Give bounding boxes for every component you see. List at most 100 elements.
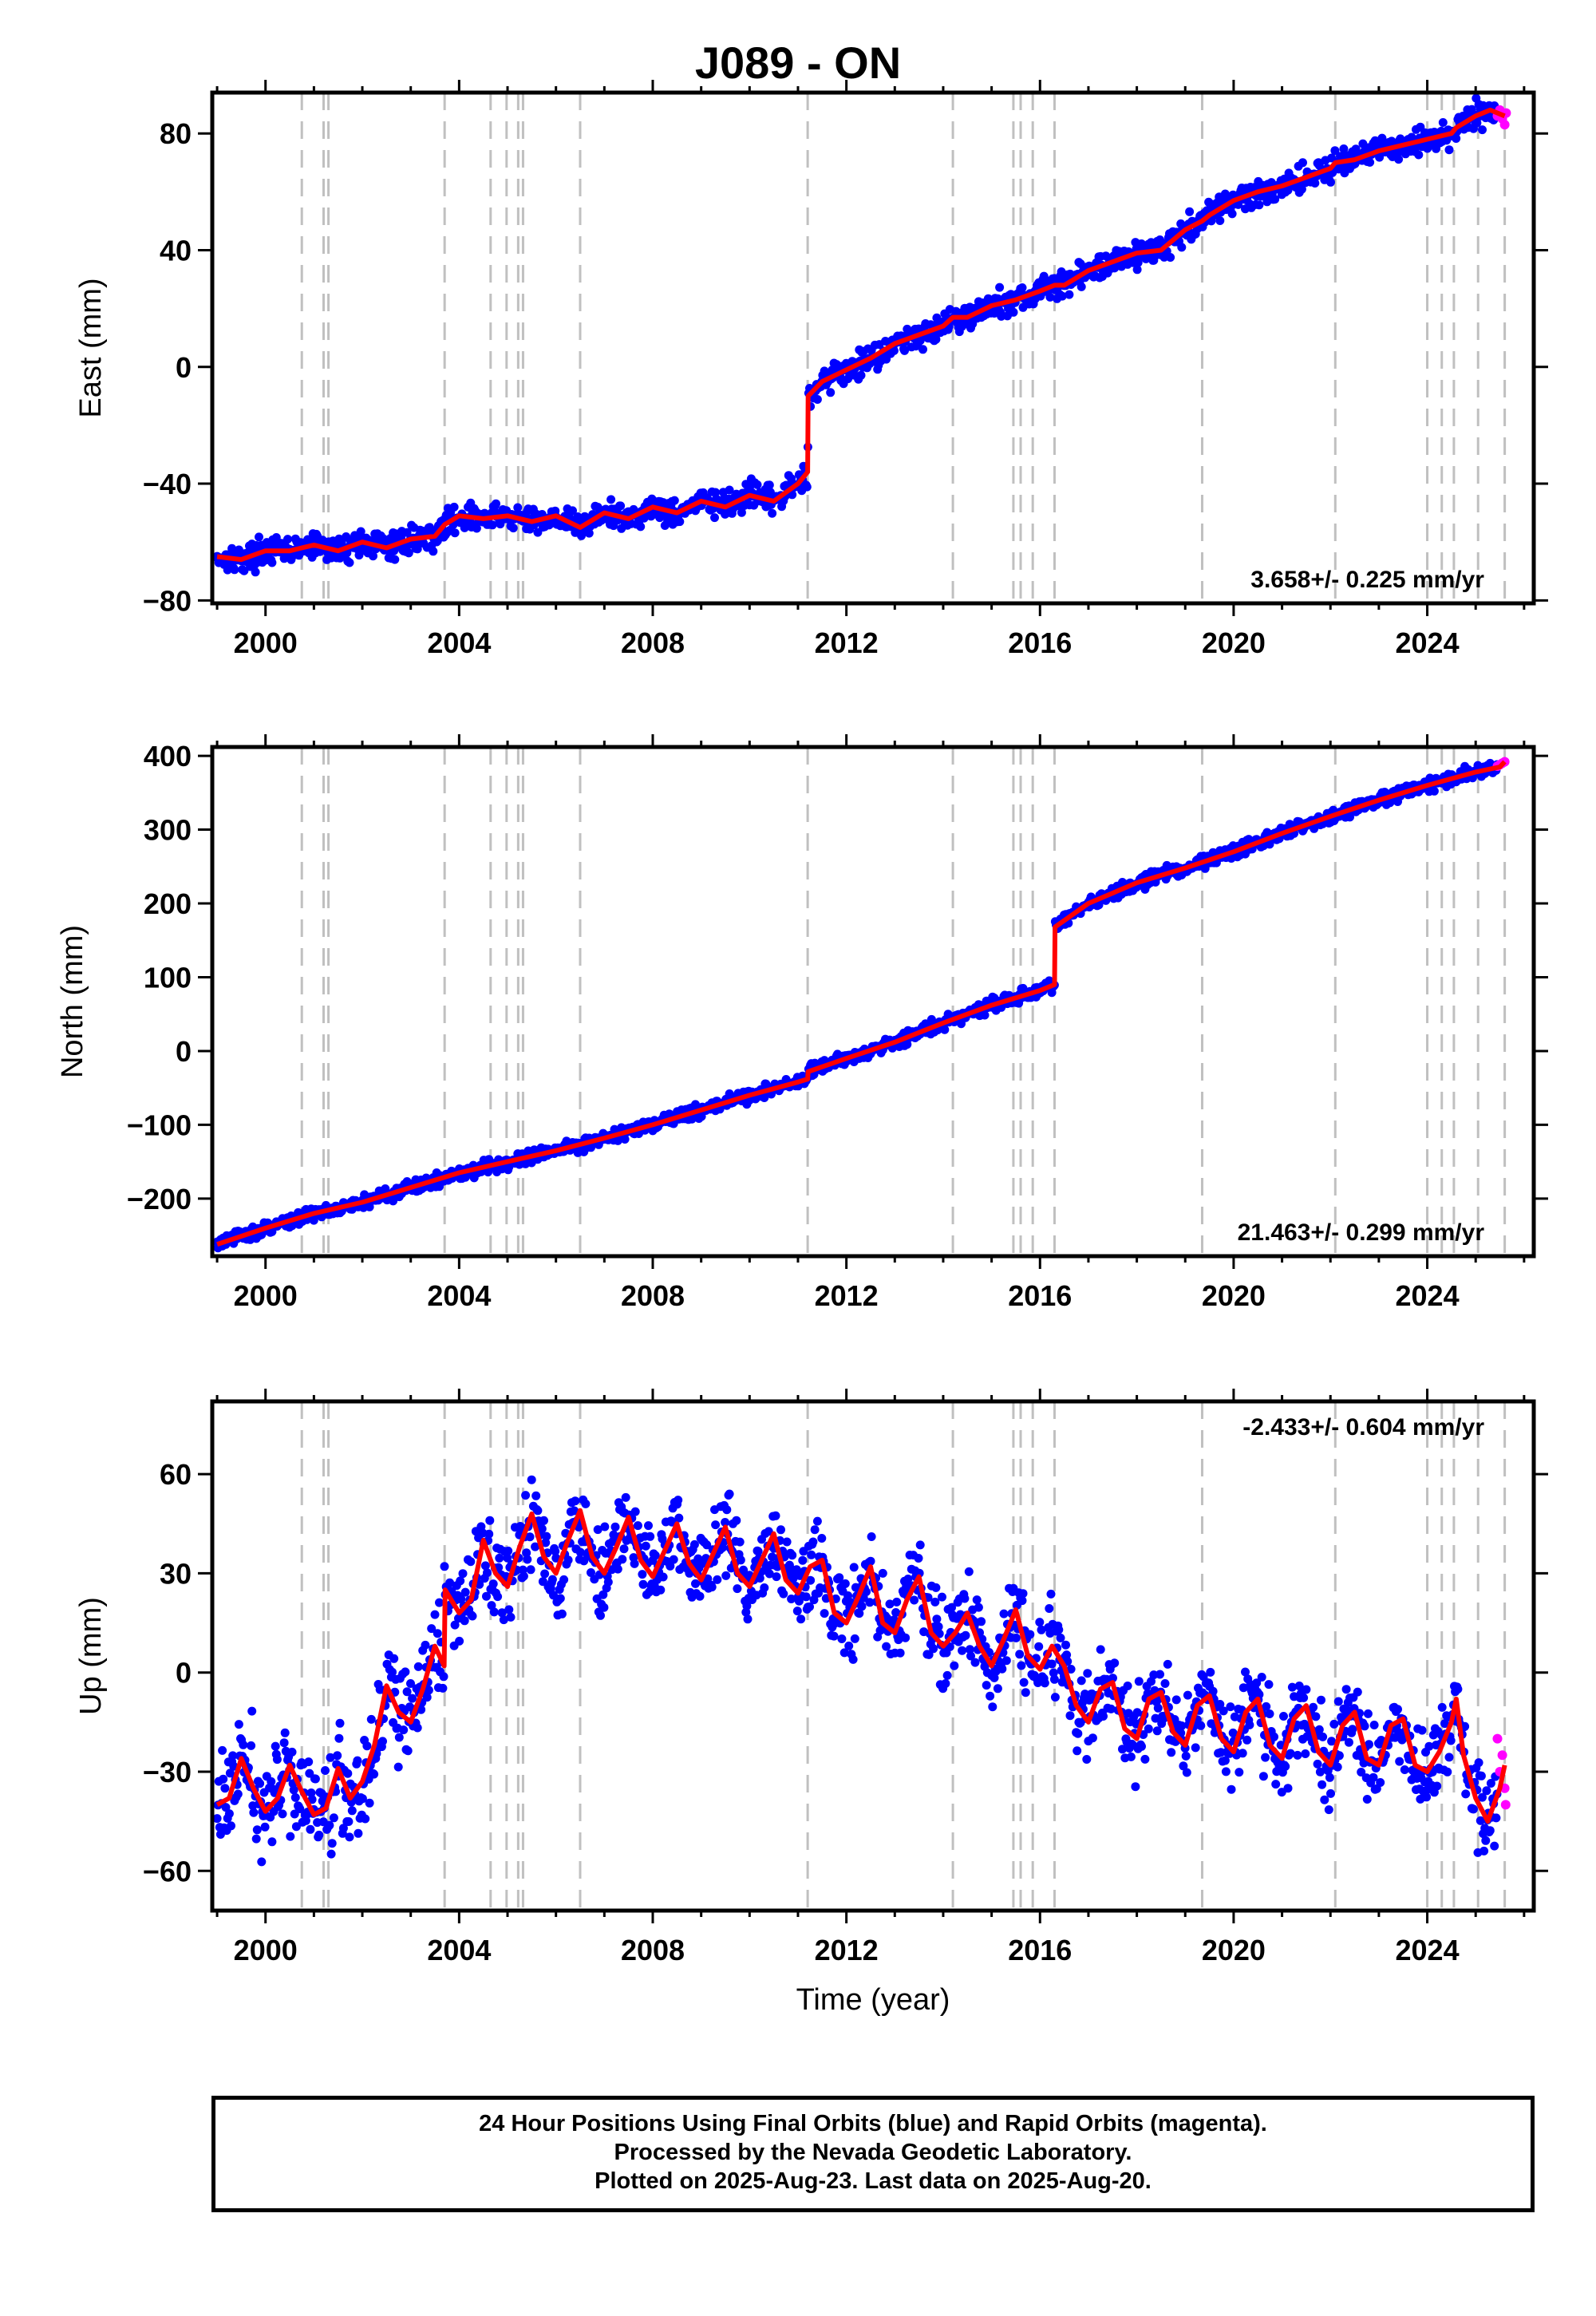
data-point: [581, 1499, 591, 1508]
data-point: [389, 1654, 399, 1663]
data-point: [885, 1599, 895, 1609]
data-point: [295, 1804, 305, 1813]
data-point: [1286, 1749, 1295, 1758]
x-tick-label: 2020: [1202, 626, 1266, 659]
data-point: [808, 1537, 818, 1547]
data-point: [722, 1505, 732, 1515]
data-point: [272, 1755, 282, 1765]
data-point: [669, 1555, 678, 1564]
data-point: [1047, 1659, 1057, 1669]
data-point: [670, 496, 679, 505]
data-point: [526, 1565, 535, 1575]
data-point: [1476, 1816, 1485, 1825]
x-tick-label: 2000: [234, 1934, 298, 1966]
east-final-orbit-points: [212, 93, 1502, 577]
data-point: [257, 1857, 267, 1867]
data-point: [424, 1686, 433, 1695]
data-point: [525, 1532, 535, 1542]
data-point: [711, 1520, 721, 1530]
data-point: [521, 1491, 531, 1500]
data-point: [1050, 1693, 1060, 1702]
data-point: [1077, 282, 1086, 291]
data-point: [503, 1553, 512, 1563]
data-point: [1191, 1743, 1200, 1753]
data-point: [1414, 150, 1424, 160]
data-point: [1254, 1690, 1264, 1699]
data-point: [439, 1672, 448, 1682]
x-tick-label: 2000: [234, 1279, 298, 1312]
x-tick-label: 2004: [427, 1279, 491, 1312]
data-point: [413, 1662, 423, 1671]
footer-line-1: 24 Hour Positions Using Final Orbits (bl…: [479, 2111, 1267, 2136]
data-point: [345, 558, 354, 567]
data-point: [1443, 1767, 1452, 1777]
data-point: [995, 283, 1005, 292]
data-point: [1227, 1784, 1236, 1794]
data-point: [527, 1475, 536, 1484]
data-point: [1301, 1749, 1310, 1758]
y-tick-label: 30: [160, 1557, 192, 1590]
data-point: [1453, 1685, 1463, 1694]
data-point: [406, 1679, 415, 1688]
east-model-line: [216, 107, 1506, 563]
data-point: [1344, 1737, 1353, 1747]
data-point: [369, 1769, 379, 1779]
data-point: [568, 506, 577, 516]
data-point: [225, 1769, 235, 1778]
x-tick-label: 2016: [1008, 626, 1072, 659]
data-point: [972, 1595, 982, 1605]
x-tick-label: 2008: [621, 626, 685, 659]
data-point: [1118, 1745, 1127, 1754]
data-point: [1376, 1778, 1385, 1787]
data-point: [1177, 243, 1187, 252]
data-point: [1238, 1749, 1247, 1758]
data-point: [742, 1601, 752, 1611]
data-point: [1461, 1789, 1471, 1799]
data-point: [1417, 1725, 1427, 1735]
data-point: [450, 1620, 460, 1630]
data-point: [892, 1597, 902, 1607]
data-point: [1474, 1758, 1483, 1768]
data-point: [1400, 1765, 1409, 1774]
data-point: [931, 1583, 941, 1592]
data-point: [725, 485, 734, 495]
data-point: [1294, 1682, 1304, 1690]
data-point: [703, 1574, 713, 1583]
data-point: [1424, 1741, 1434, 1751]
north-model-line: [216, 760, 1507, 1247]
data-point: [843, 1591, 853, 1600]
data-point: [1181, 1751, 1191, 1761]
data-point: [1329, 1719, 1339, 1729]
data-point: [1369, 1773, 1378, 1782]
data-point: [855, 1609, 864, 1618]
data-point: [334, 1733, 344, 1743]
data-point: [1446, 1736, 1456, 1745]
data-point: [1452, 134, 1461, 143]
data-point: [466, 1557, 476, 1567]
data-point: [753, 480, 762, 489]
data-point: [675, 517, 685, 527]
data-point: [713, 1575, 722, 1584]
data-point: [228, 1751, 238, 1761]
data-point: [1040, 1678, 1049, 1688]
rapid-orbit-point: [1499, 120, 1510, 130]
data-point: [1377, 133, 1387, 143]
data-point: [1238, 1683, 1248, 1693]
data-point: [610, 1522, 620, 1531]
data-point: [393, 1762, 403, 1772]
data-point: [1287, 1682, 1297, 1692]
data-point: [1271, 1780, 1281, 1789]
data-point: [402, 1687, 412, 1697]
data-point: [1363, 1709, 1373, 1718]
data-point: [249, 1808, 259, 1817]
data-point: [403, 1746, 413, 1756]
data-point: [1429, 786, 1439, 796]
data-point: [1317, 1695, 1325, 1705]
y-tick-label: 300: [144, 814, 192, 847]
x-tick-label: 2024: [1396, 1279, 1460, 1312]
north-frame: [210, 745, 1536, 1259]
data-point: [895, 1648, 905, 1658]
data-point: [433, 1629, 442, 1638]
data-point: [1264, 1680, 1274, 1690]
north-rate-label: 21.463+/- 0.299 mm/yr: [1238, 1219, 1485, 1246]
